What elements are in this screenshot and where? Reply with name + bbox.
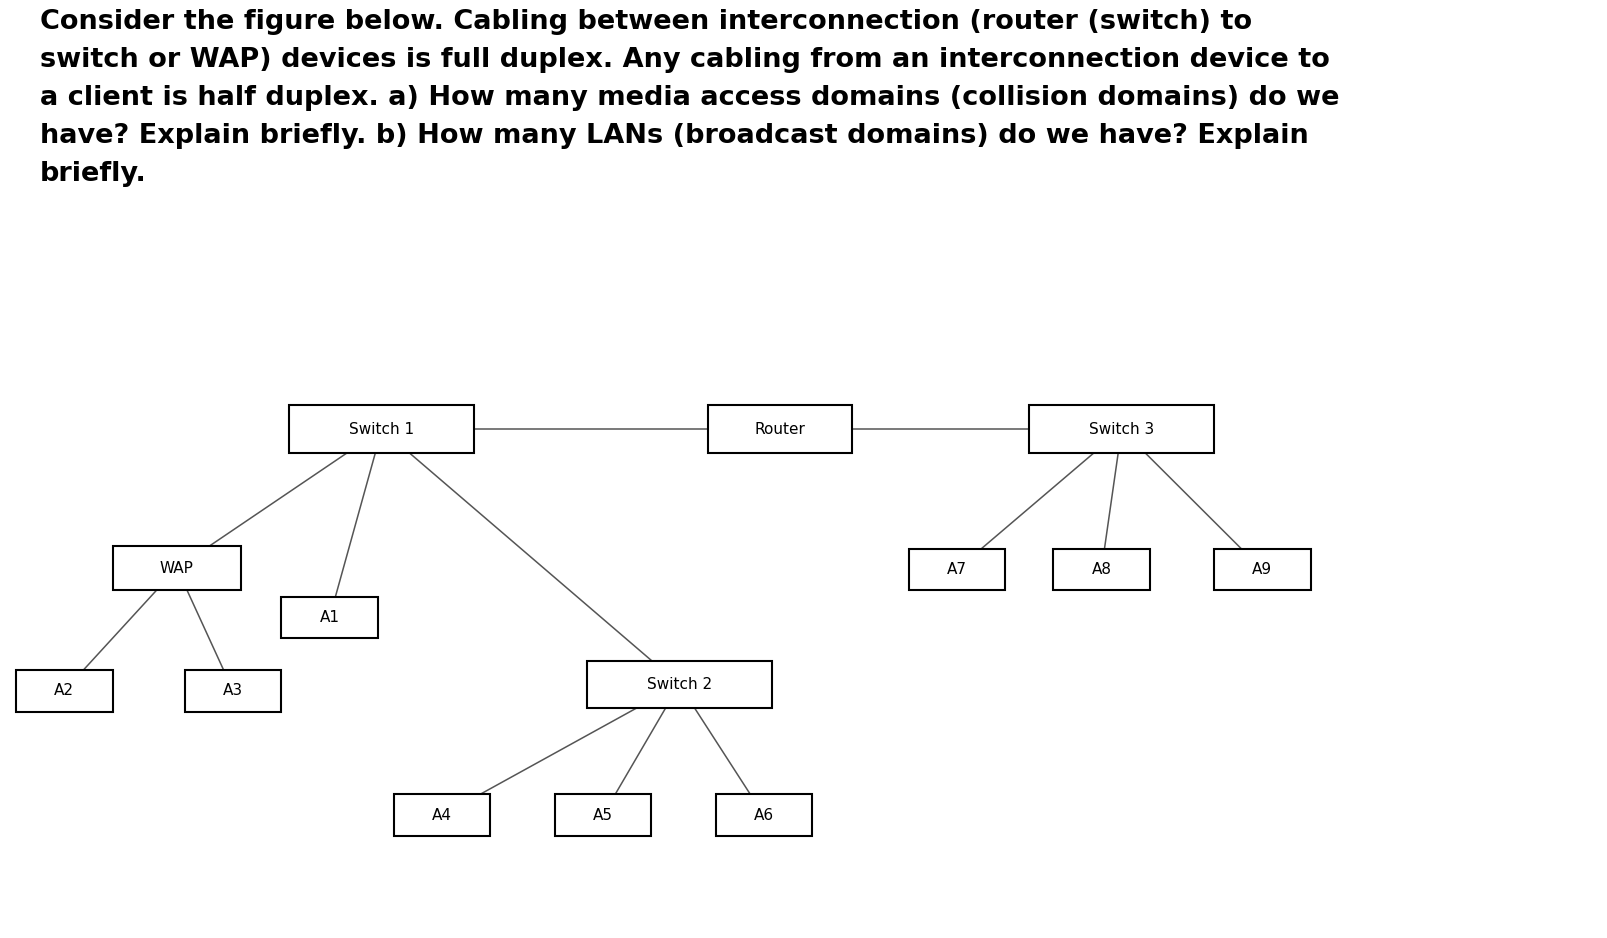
Text: A4: A4	[432, 808, 452, 823]
Text: A2: A2	[55, 684, 74, 698]
Text: Switch 1: Switch 1	[349, 422, 415, 437]
FancyBboxPatch shape	[1028, 405, 1213, 453]
FancyBboxPatch shape	[185, 670, 281, 712]
FancyBboxPatch shape	[1213, 549, 1310, 590]
Text: A1: A1	[320, 610, 339, 625]
Text: Router: Router	[754, 422, 805, 437]
Text: Consider the figure below. Cabling between interconnection (router (switch) to
s: Consider the figure below. Cabling betwe…	[40, 9, 1339, 187]
FancyBboxPatch shape	[289, 405, 474, 453]
FancyBboxPatch shape	[908, 549, 1004, 590]
FancyBboxPatch shape	[16, 670, 112, 712]
FancyBboxPatch shape	[707, 405, 852, 453]
FancyBboxPatch shape	[587, 660, 771, 708]
Text: A3: A3	[223, 684, 243, 698]
Text: A6: A6	[754, 808, 773, 823]
FancyBboxPatch shape	[394, 794, 490, 836]
Text: Switch 2: Switch 2	[646, 677, 712, 692]
Text: A8: A8	[1091, 562, 1110, 577]
Text: WAP: WAP	[159, 561, 194, 576]
Text: A9: A9	[1252, 562, 1271, 577]
Text: Switch 3: Switch 3	[1088, 422, 1154, 437]
Text: A7: A7	[947, 562, 966, 577]
FancyBboxPatch shape	[1053, 549, 1149, 590]
FancyBboxPatch shape	[554, 794, 651, 836]
Text: A5: A5	[593, 808, 612, 823]
FancyBboxPatch shape	[715, 794, 812, 836]
FancyBboxPatch shape	[281, 597, 378, 638]
FancyBboxPatch shape	[112, 546, 241, 590]
